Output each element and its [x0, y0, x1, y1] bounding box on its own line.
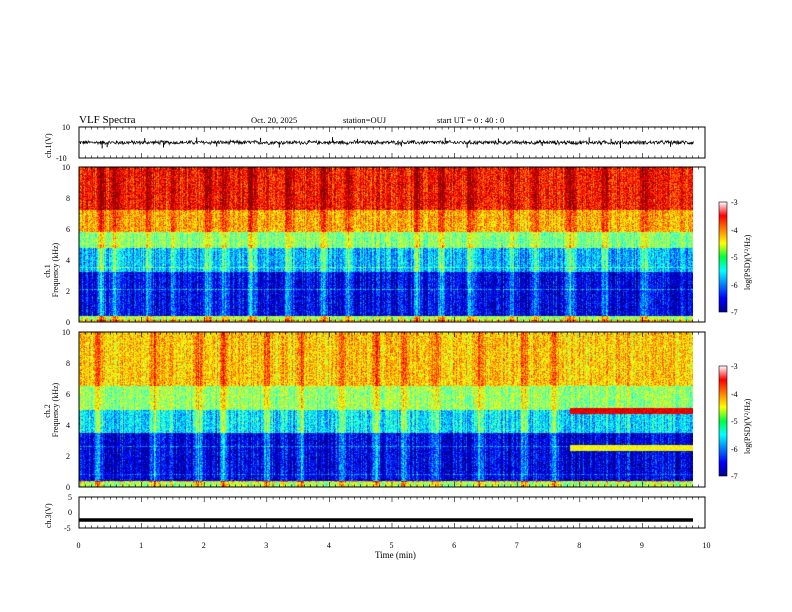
- ch3-ytick-0: 0: [68, 508, 72, 517]
- x-tick-label: 10: [703, 541, 711, 550]
- ch1-colorbar: [718, 201, 728, 313]
- ch2-ytick-2: 2: [66, 452, 70, 461]
- ch1-ylabel-frequency: Frequency (kHz): [51, 242, 60, 297]
- ch2-colorbar: [718, 365, 728, 477]
- ch1-colorbar-label: log(PSD)(V²/Hz): [743, 234, 752, 290]
- ch1-spectrogram-ticks: [78, 167, 706, 322]
- x-tick-label: 8: [577, 541, 581, 550]
- ch1-spectrogram-panel: 0 2 4 6 8 10 ch.1 Frequency (kHz) -3 -4 …: [43, 163, 752, 327]
- ch2-ytick-10: 10: [62, 328, 70, 337]
- x-tick-label: 6: [452, 541, 456, 550]
- ch1-ytick-6: 6: [66, 225, 70, 234]
- x-axis-label: Time (min): [375, 550, 416, 560]
- figure-title: VLF Spectra: [79, 114, 136, 126]
- ch3-waveform-frame: [78, 496, 706, 529]
- ch2-spectrogram-ticks: [78, 332, 706, 487]
- ch2-spectrogram-image: [79, 332, 693, 487]
- x-tick-labels: 0 1 2 3 4 5 6 7 8 9 10: [77, 541, 711, 550]
- ch2-cbar-tick-4: -4: [731, 390, 738, 399]
- ch1-freq-tick-labels: 0 2 4 6 8 10: [62, 163, 70, 327]
- ch2-colorbar-label: log(PSD)(V²/Hz): [743, 398, 752, 454]
- ch1-ytick-8: 8: [66, 194, 70, 203]
- ch3-waveform-ticks: [78, 497, 706, 528]
- ch2-ytick-4: 4: [66, 421, 70, 430]
- ch3-waveform-panel: 5 0 -5 ch.3(V): [44, 493, 706, 533]
- x-tick-label: 2: [202, 541, 206, 550]
- ch1-waveform-ylabel: ch.1(V): [44, 133, 53, 158]
- ch1-waveform-spikes: [101, 137, 672, 149]
- ch1-colorbar-ticks: -3 -4 -5 -6 -7: [731, 198, 738, 317]
- ch3-waveform-ylabel: ch.3(V): [44, 503, 53, 528]
- ch2-freq-tick-labels: 0 2 4 6 8 10: [62, 328, 70, 492]
- ch2-cbar-tick-7: -7: [731, 472, 738, 481]
- ch2-spectrogram-ylabel: ch.2 Frequency (kHz): [43, 382, 60, 437]
- ch1-spectrogram-ylabel: ch.1 Frequency (kHz): [43, 242, 60, 297]
- ch2-ylabel-frequency: Frequency (kHz): [51, 382, 60, 437]
- ch2-spectrogram-panel: 0 2 4 6 8 10 ch.2 Frequency (kHz) -3 -4 …: [43, 328, 752, 492]
- ch2-cbar-tick-5: -5: [731, 417, 738, 426]
- observation-date: Oct. 20, 2025: [251, 115, 297, 125]
- x-tick-label: 0: [77, 541, 81, 550]
- x-tick-label: 1: [139, 541, 143, 550]
- ch1-ytick-4: 4: [66, 256, 70, 265]
- ch1-cbar-tick-5: -5: [731, 253, 738, 262]
- ch1-ytick-top: 10: [62, 123, 70, 132]
- ch2-cbar-tick-6: -6: [731, 445, 738, 454]
- station-label: station=OUJ: [343, 115, 387, 125]
- ch1-ytick-10: 10: [62, 163, 70, 172]
- ch1-spectrogram-image: [79, 167, 693, 322]
- ch1-ytick-2: 2: [66, 287, 70, 296]
- ch2-ytick-8: 8: [66, 359, 70, 368]
- x-tick-label: 9: [640, 541, 644, 550]
- ch3-ytick-neg5: -5: [64, 524, 71, 533]
- ch2-ytick-0: 0: [66, 483, 70, 492]
- x-tick-label: 3: [264, 541, 268, 550]
- ch2-cbar-tick-3: -3: [731, 362, 738, 371]
- ch1-cbar-tick-4: -4: [731, 226, 738, 235]
- ch1-waveform-frame: [78, 126, 706, 159]
- ch1-ytick-bottom: -10: [56, 154, 67, 163]
- ch1-waveform-ticks: [78, 127, 706, 158]
- ch1-cbar-tick-3: -3: [731, 198, 738, 207]
- ch2-ylabel-channel: ch.2: [43, 404, 52, 418]
- ch1-ylabel-channel: ch.1: [43, 264, 52, 278]
- start-time-label: start UT = 0 : 40 : 0: [437, 115, 504, 125]
- ch3-ytick-5: 5: [68, 493, 72, 502]
- ch2-ytick-6: 6: [66, 390, 70, 399]
- x-tick-label: 5: [390, 541, 394, 550]
- x-tick-label: 4: [327, 541, 331, 550]
- ch2-colorbar-ticks: -3 -4 -5 -6 -7: [731, 362, 738, 481]
- ch1-waveform-panel: 10 -10 ch.1(V): [44, 123, 706, 163]
- ch1-cbar-tick-6: -6: [731, 281, 738, 290]
- ch1-waveform-trace: [79, 139, 695, 146]
- ch1-ytick-0: 0: [66, 318, 70, 327]
- ch1-cbar-tick-7: -7: [731, 308, 738, 317]
- x-tick-label: 7: [515, 541, 519, 550]
